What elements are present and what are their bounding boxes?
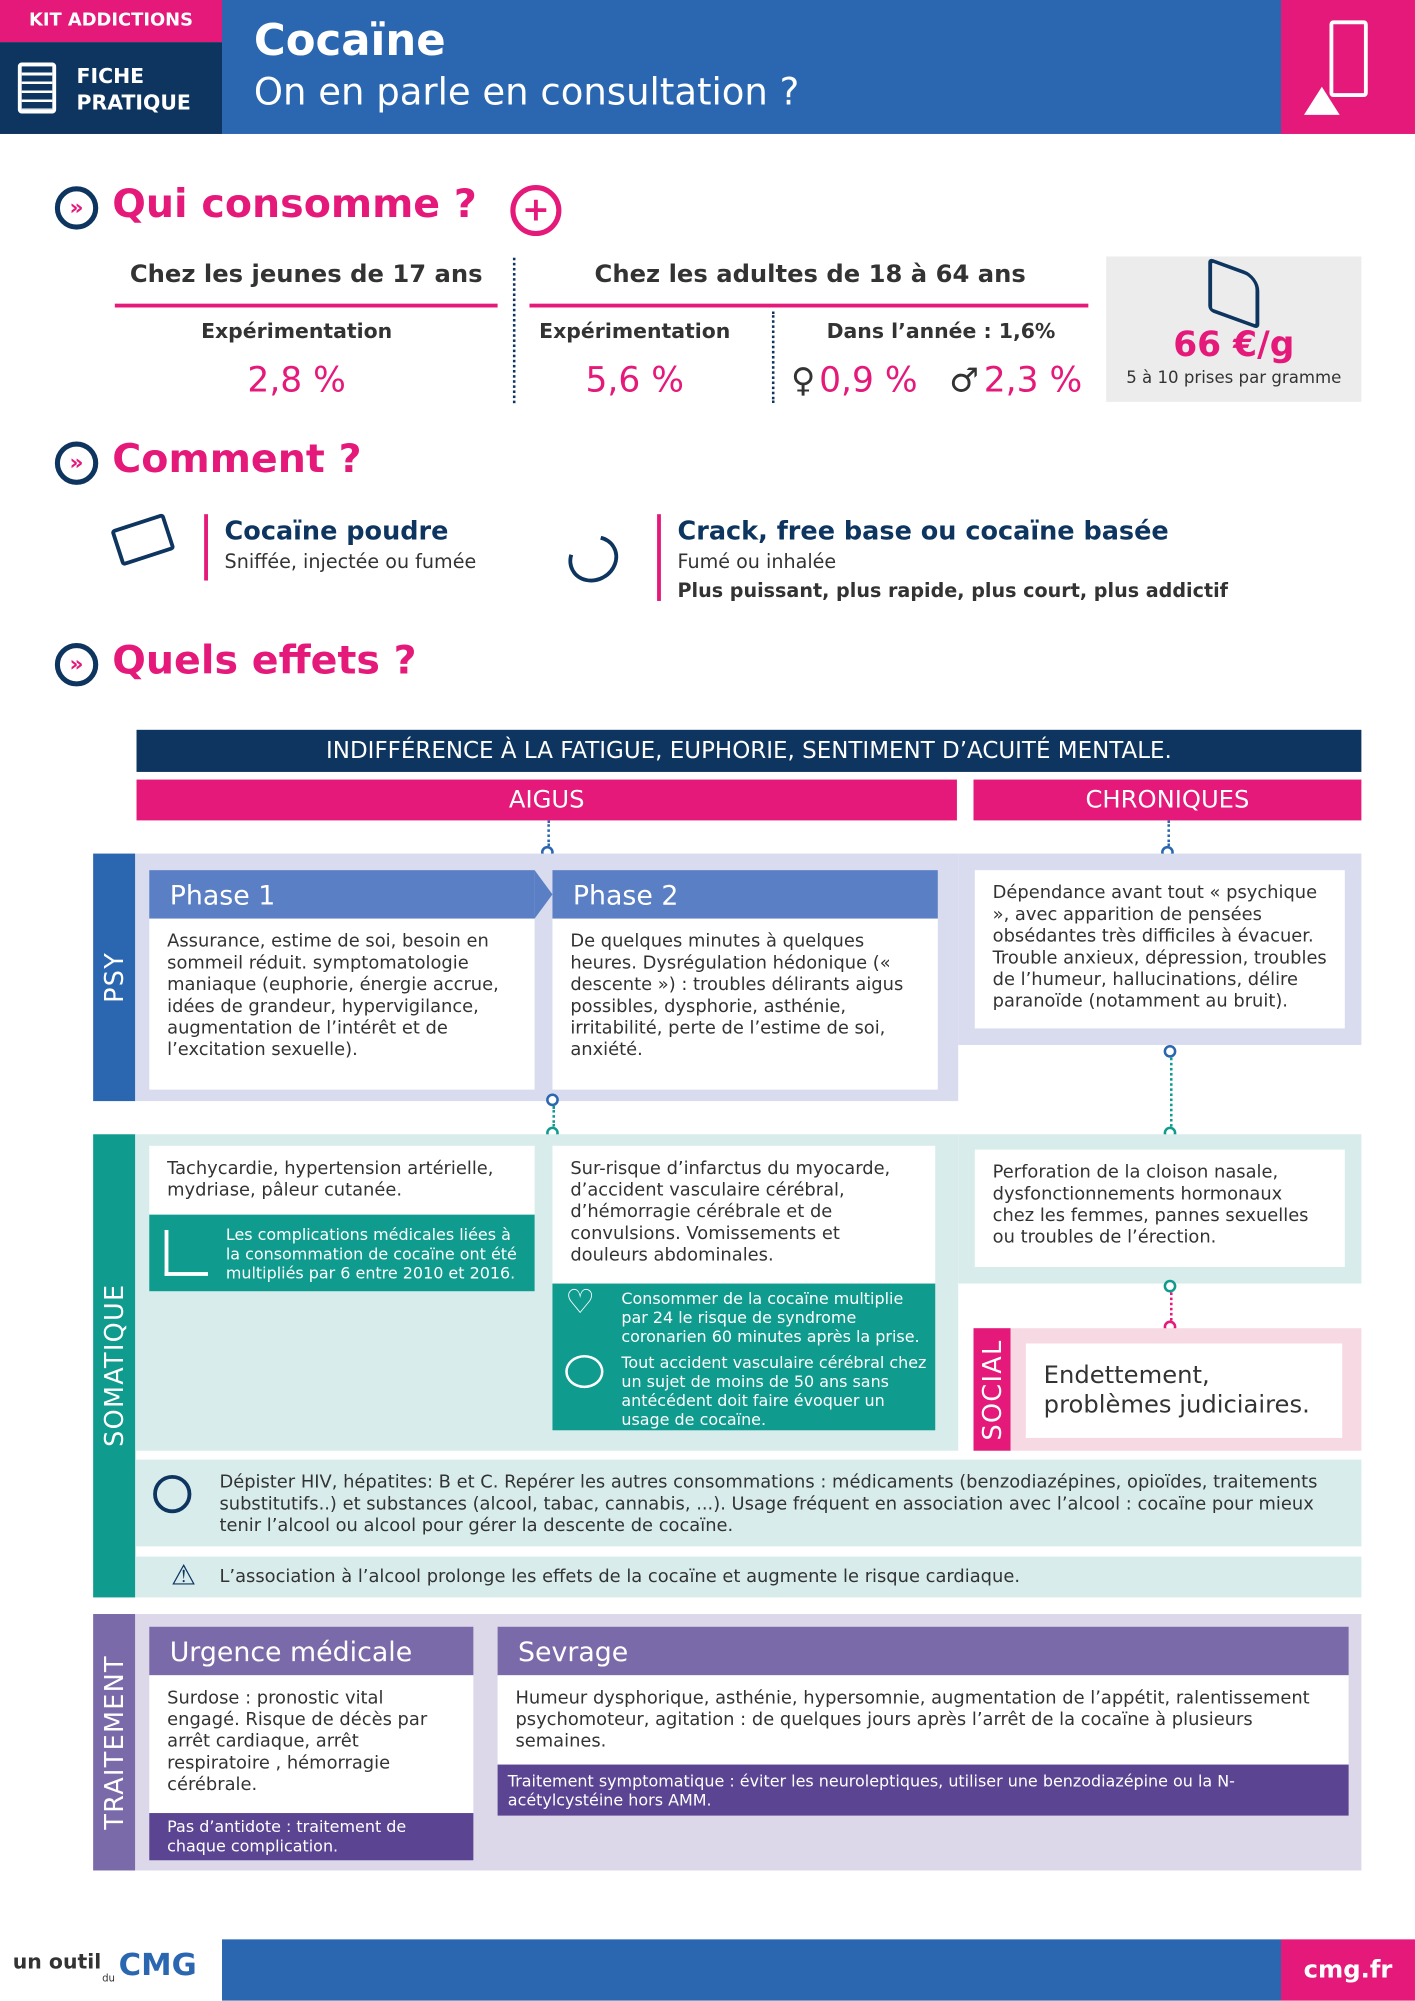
somatique-col2-notes: ♡ Consommer de la cocaïne multiplie par …: [552, 1283, 936, 1431]
jeunes-value: 2,8 %: [247, 361, 346, 401]
price-box: 66 €/g 5 à 10 prises par gramme: [1106, 256, 1362, 402]
chevron-icon: »: [54, 643, 99, 687]
alerte-box: ⚠ L’association à l’alcool prolonge les …: [135, 1556, 1362, 1598]
traitement-label: TRAITEMENT: [93, 1614, 136, 1871]
poudre-title: Cocaïne poudre: [224, 515, 449, 547]
somatique-col2-text: Sur-risque d’infarctus du myocarde, d’ac…: [552, 1145, 936, 1284]
section-title-qui: Qui consomme ?: [112, 181, 477, 228]
money-icon: [1208, 257, 1260, 330]
warning-icon: ⚠: [170, 1560, 197, 1593]
male-icon: ♂: [949, 362, 980, 401]
jeunes-heading: Chez les jeunes de 17 ans: [129, 260, 483, 289]
chroniques-header: CHRONIQUES: [973, 779, 1362, 821]
divider: [114, 303, 498, 308]
psy-label: PSY: [93, 853, 136, 1102]
adultes-label: Expérimentation: [539, 318, 731, 344]
female-icon: ♀: [791, 362, 816, 401]
chevron-icon: »: [54, 441, 99, 485]
brain-icon: [565, 1355, 604, 1389]
divider: [529, 303, 1089, 308]
somatique-col1-note: Les complications médicales liées à la c…: [149, 1214, 535, 1292]
pipe-icon: [559, 526, 627, 592]
phase2-text: De quelques minutes à quelques heures. D…: [552, 918, 938, 1090]
social-label: SOCIAL: [973, 1328, 1011, 1451]
phase2-title: Phase 2: [552, 870, 938, 919]
footer-outil: un outil: [12, 1949, 102, 1974]
sevrage-note: Traitement symptomatique : éviter les ne…: [497, 1764, 1349, 1816]
chevron-icon: »: [54, 186, 99, 230]
cmg-logo: CMG: [118, 1947, 197, 1983]
blood-search-icon: [153, 1474, 192, 1514]
depister-box: Dépister HIV, hépatites: B et C. Repérer…: [135, 1459, 1362, 1547]
phase1-title: Phase 1: [149, 870, 535, 919]
adultes-heading: Chez les adultes de 18 à 64 ans: [594, 260, 1026, 289]
card-powder-icon: [110, 512, 176, 567]
sevrage-text: Humeur dysphorique, asthénie, hypersomni…: [497, 1675, 1349, 1765]
poudre-desc: Sniffée, injectée ou fumée: [224, 549, 477, 573]
divider: [512, 257, 516, 404]
chart-up-icon: [164, 1229, 208, 1276]
male-value: 2,3 %: [983, 361, 1083, 401]
effets-banner: INDIFFÉRENCE À LA FATIGUE, EUPHORIE, SEN…: [136, 729, 1362, 772]
jeunes-label: Expérimentation: [201, 318, 393, 344]
psy-chronique-text: Dépendance avant tout « psychique », ave…: [974, 870, 1345, 1029]
urgence-note: Pas d’antidote : traitement de chaque co…: [149, 1813, 474, 1861]
social-text: Endettement, problèmes judiciaires.: [1025, 1343, 1343, 1438]
divider: [657, 514, 661, 601]
document-icon: [17, 62, 57, 114]
somatique-chronique-text: Perforation de la cloison nasale, dysfon…: [974, 1149, 1345, 1267]
adultes-value: 5,6 %: [585, 361, 685, 401]
somatique-col1-text: Tachycardie, hypertension artérielle, my…: [149, 1145, 535, 1215]
section-title-effets: Quels effets ?: [112, 637, 417, 684]
annee-label: Dans l’année : 1,6%: [826, 318, 1056, 344]
sevrage-title: Sevrage: [497, 1626, 1349, 1676]
plus-bubble-icon: +: [510, 185, 562, 237]
crack-title: Crack, free base ou cocaïne basée: [677, 515, 1169, 547]
divider: [771, 311, 775, 404]
urgence-title: Urgence médicale: [149, 1626, 474, 1676]
female-value: 0,9 %: [819, 361, 918, 401]
page-title: Cocaïne: [253, 15, 446, 67]
footer-du: du: [102, 1972, 116, 1985]
price-value: 66 €/g: [1173, 325, 1295, 365]
somatique-label: SOMATIQUE: [93, 1134, 136, 1598]
fiche-label: FICHE PRATIQUE: [76, 63, 191, 115]
price-note: 5 à 10 prises par gramme: [1126, 368, 1342, 388]
footer-bar: [222, 1939, 1282, 2001]
fiche-badge: FICHE PRATIQUE: [0, 42, 223, 134]
section-title-comment: Comment ?: [112, 436, 362, 483]
footer-site-link[interactable]: cmg.fr: [1281, 1939, 1415, 2001]
header-banner: Cocaïne On en parle en consultation ?: [222, 0, 1282, 134]
urgence-text: Surdose : pronostic vital engagé. Risque…: [149, 1675, 474, 1814]
crack-desc: Fumé ou inhalée: [677, 549, 837, 573]
heart-icon: ♡: [565, 1283, 595, 1322]
aigus-header: AIGUS: [136, 779, 957, 821]
kit-badge: KIT ADDICTIONS: [0, 0, 223, 43]
page-subtitle: On en parle en consultation ?: [253, 70, 800, 114]
phase1-text: Assurance, estime de soi, besoin en somm…: [149, 918, 535, 1090]
crack-note: Plus puissant, plus rapide, plus court, …: [677, 579, 1229, 603]
divider: [204, 514, 208, 581]
powder-bag-icon: [1281, 0, 1415, 134]
